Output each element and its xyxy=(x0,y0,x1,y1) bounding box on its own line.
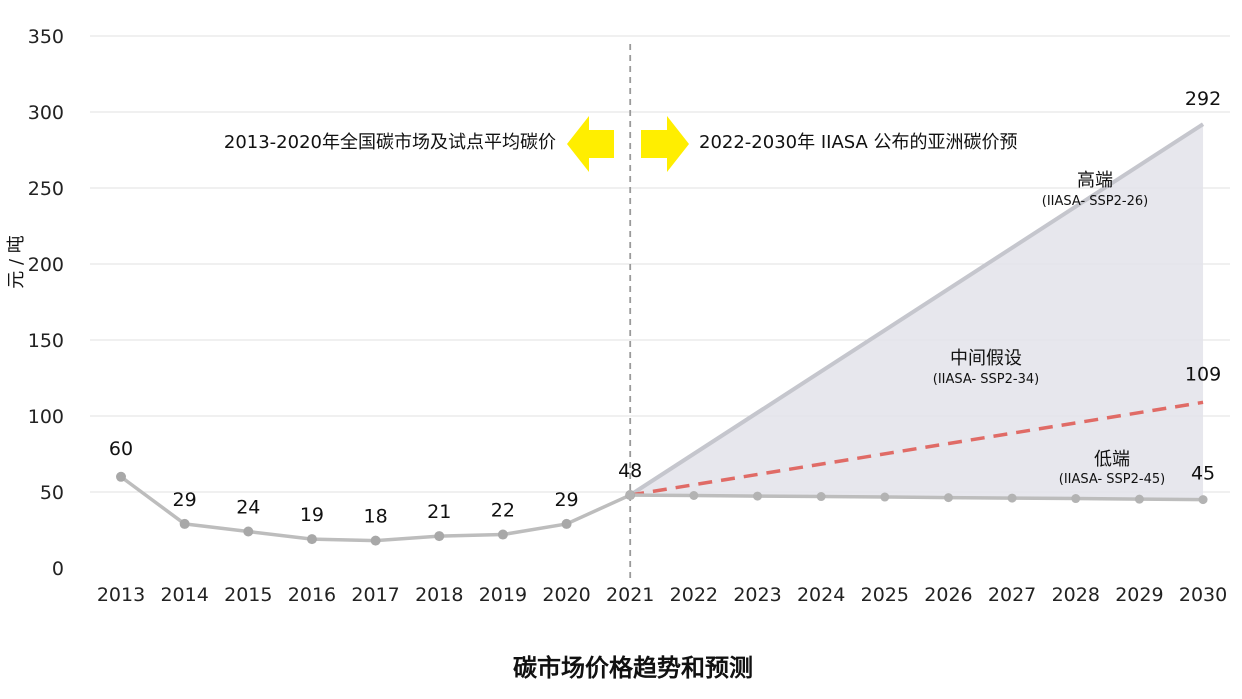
historical-value-label: 60 xyxy=(109,438,133,460)
x-tick-label: 2013 xyxy=(97,584,145,606)
historical-annotation: 2013-2020年全国碳市场及试点平均碳价 xyxy=(224,132,556,153)
historical-value-label: 21 xyxy=(427,501,451,523)
y-axis: 0 50 100 150 200 250 300 350 xyxy=(28,26,64,580)
high-scenario-line xyxy=(629,122,1205,497)
x-tick-label: 2021 xyxy=(606,584,654,606)
x-tick-label: 2025 xyxy=(861,584,909,606)
historical-point xyxy=(243,526,254,537)
x-tick-label: 2024 xyxy=(797,584,845,606)
end-label-high: 292 xyxy=(1185,88,1221,110)
historical-value-label: 24 xyxy=(236,497,260,519)
x-tick-label: 2022 xyxy=(670,584,718,606)
y-tick-label: 200 xyxy=(28,254,64,276)
x-tick-label: 2016 xyxy=(288,584,336,606)
x-tick-label: 2029 xyxy=(1115,584,1163,606)
low-scenario-point xyxy=(1198,495,1208,505)
historical-value-label: 22 xyxy=(491,500,515,522)
x-tick-label: 2030 xyxy=(1179,584,1227,606)
y-tick-label: 50 xyxy=(40,482,64,504)
scenario-high-sublabel: (IIASA- SSP2-26) xyxy=(1042,194,1148,209)
historical-point xyxy=(497,529,508,540)
low-scenario-point xyxy=(1007,493,1017,503)
y-tick-label: 250 xyxy=(28,178,64,200)
historical-point xyxy=(116,471,126,482)
left-arrow-icon xyxy=(567,116,614,172)
historical-value-label: 48 xyxy=(618,460,642,482)
x-tick-label: 2019 xyxy=(479,584,527,606)
y-tick-label: 300 xyxy=(28,102,64,124)
grid-lines xyxy=(90,35,1230,493)
forecast-annotation: 2022-2030年 IIASA 公布的亚洲碳价预 xyxy=(699,132,1018,153)
scenario-mid-label: 中间假设 xyxy=(950,348,1022,369)
scenario-high-label: 高端 xyxy=(1077,170,1113,191)
low-scenario-point xyxy=(753,491,762,501)
historical-value-label: 29 xyxy=(554,489,578,511)
historical-value-label: 18 xyxy=(364,506,388,528)
historical-value-label: 19 xyxy=(300,504,324,526)
x-tick-label: 2015 xyxy=(224,584,272,606)
right-arrow-icon xyxy=(641,116,689,172)
low-scenario-line xyxy=(630,493,1204,502)
scenario-low-label: 低端 xyxy=(1094,449,1130,470)
x-tick-label: 2018 xyxy=(415,584,463,606)
low-scenario-point xyxy=(943,493,953,503)
historical-point xyxy=(561,518,572,529)
low-scenario-point xyxy=(1134,494,1144,504)
low-scenario-point xyxy=(880,492,890,502)
y-tick-label: 150 xyxy=(28,330,64,352)
end-label-low: 45 xyxy=(1191,463,1215,485)
x-tick-label: 2017 xyxy=(351,584,399,606)
y-tick-label: 100 xyxy=(28,406,64,428)
y-axis-label: 元 / 吨 xyxy=(6,235,27,289)
data-points xyxy=(116,471,1208,546)
historical-point xyxy=(370,535,381,546)
low-scenario-point xyxy=(689,490,699,500)
data-labels: 60 29 24 19 18 21 22 29 48 xyxy=(109,438,642,528)
x-axis: 2013 2014 2015 2016 2017 2018 2019 2020 2021 2022… xyxy=(97,584,1227,606)
scenario-mid-sublabel: (IIASA- SSP2-34) xyxy=(933,372,1039,387)
y-tick-label: 350 xyxy=(28,26,64,48)
historical-point xyxy=(434,531,445,542)
x-tick-label: 2027 xyxy=(988,584,1036,606)
historical-value-label: 29 xyxy=(173,489,197,511)
y-tick-label: 0 xyxy=(52,558,64,580)
historical-point xyxy=(179,518,190,529)
scenario-low-sublabel: (IIASA- SSP2-45) xyxy=(1059,472,1165,487)
low-scenario-point xyxy=(625,490,635,500)
low-scenario-point xyxy=(1071,494,1081,504)
x-tick-label: 2028 xyxy=(1052,584,1100,606)
x-tick-label: 2023 xyxy=(733,584,781,606)
mid-scenario-line xyxy=(629,400,1204,497)
x-tick-label: 2020 xyxy=(542,584,590,606)
x-tick-label: 2026 xyxy=(924,584,972,606)
historical-point xyxy=(306,534,317,545)
end-label-mid: 109 xyxy=(1185,363,1221,385)
x-tick-label: 2014 xyxy=(160,584,208,606)
chart-title: 碳市场价格趋势和预测 xyxy=(513,654,753,682)
low-scenario-point xyxy=(816,492,826,502)
